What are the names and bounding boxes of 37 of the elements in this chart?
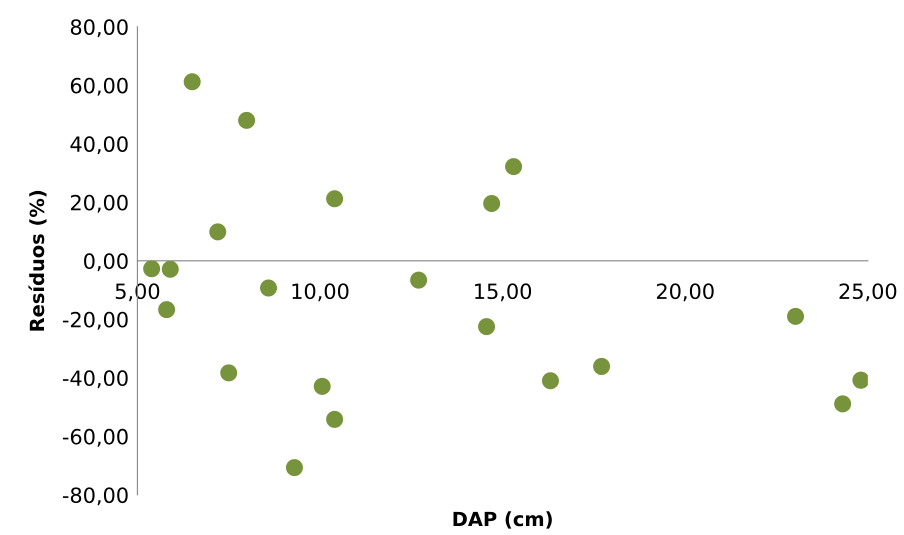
point <box>787 308 804 325</box>
point <box>162 260 179 278</box>
point <box>286 459 303 476</box>
point <box>834 395 852 412</box>
x-tick-label: 20,00 <box>656 283 714 302</box>
point <box>209 223 226 240</box>
point <box>260 280 278 297</box>
y-axis-title: Resíduos (%) <box>28 190 47 331</box>
point <box>852 372 868 389</box>
y-tick-label: 40,00 <box>70 136 128 154</box>
x-tick-label: 25,00 <box>840 283 896 302</box>
y-tick-label: 60,00 <box>70 78 128 96</box>
point <box>483 194 500 212</box>
x-tick-label: 15,00 <box>475 283 532 302</box>
y-tick-label: 0,00 <box>84 253 128 272</box>
point <box>158 301 176 318</box>
point <box>478 318 496 336</box>
point <box>326 190 344 208</box>
point <box>542 372 559 390</box>
y-tick-label: 20,00 <box>70 194 128 213</box>
y-tick-label: 80,00 <box>70 19 128 38</box>
x-tick-label: 10,00 <box>292 283 348 302</box>
point <box>238 112 256 129</box>
point <box>143 260 160 278</box>
y-tick-label: -60,00 <box>62 428 128 447</box>
x-axis-title: DAP (cm) <box>454 511 552 529</box>
y-tick-label: -20,00 <box>62 312 128 330</box>
point <box>505 158 522 176</box>
y-tick-label: -40,00 <box>62 370 128 388</box>
point <box>326 410 344 428</box>
point <box>410 272 428 289</box>
y-tick-label: -80,00 <box>62 487 128 506</box>
x-tick-label: 5,00 <box>116 283 160 302</box>
point <box>314 378 331 395</box>
point <box>220 364 238 382</box>
point <box>593 358 610 375</box>
point <box>184 73 201 90</box>
